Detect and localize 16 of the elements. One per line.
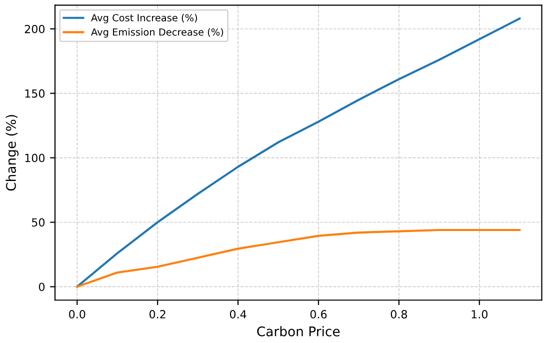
x-tick-label: 0.2 bbox=[149, 310, 166, 318]
y-tick-label: 100 bbox=[25, 154, 45, 162]
y-tick-label: 200 bbox=[24, 24, 45, 34]
x-axis-title: Carbon Price bbox=[257, 326, 340, 336]
y-axis-title: Change (%) bbox=[6, 115, 19, 191]
line-series bbox=[76, 228, 521, 288]
y-tick-label: 150 bbox=[25, 89, 45, 98]
x-tick-label: 0.6 bbox=[310, 310, 327, 318]
x-tick-label: 0.4 bbox=[230, 310, 246, 318]
y-tick-label: 0 bbox=[38, 282, 45, 292]
x-tick-label: 1.0 bbox=[472, 310, 488, 318]
y-tick-label: 50 bbox=[32, 218, 45, 227]
legend-label: Avg Emission Decrease (%) bbox=[91, 28, 224, 38]
x-tick-label: 0.8 bbox=[390, 310, 408, 318]
legend-label: Avg Cost Increase (%) bbox=[91, 14, 197, 24]
x-tick-label: 0.0 bbox=[69, 310, 86, 318]
